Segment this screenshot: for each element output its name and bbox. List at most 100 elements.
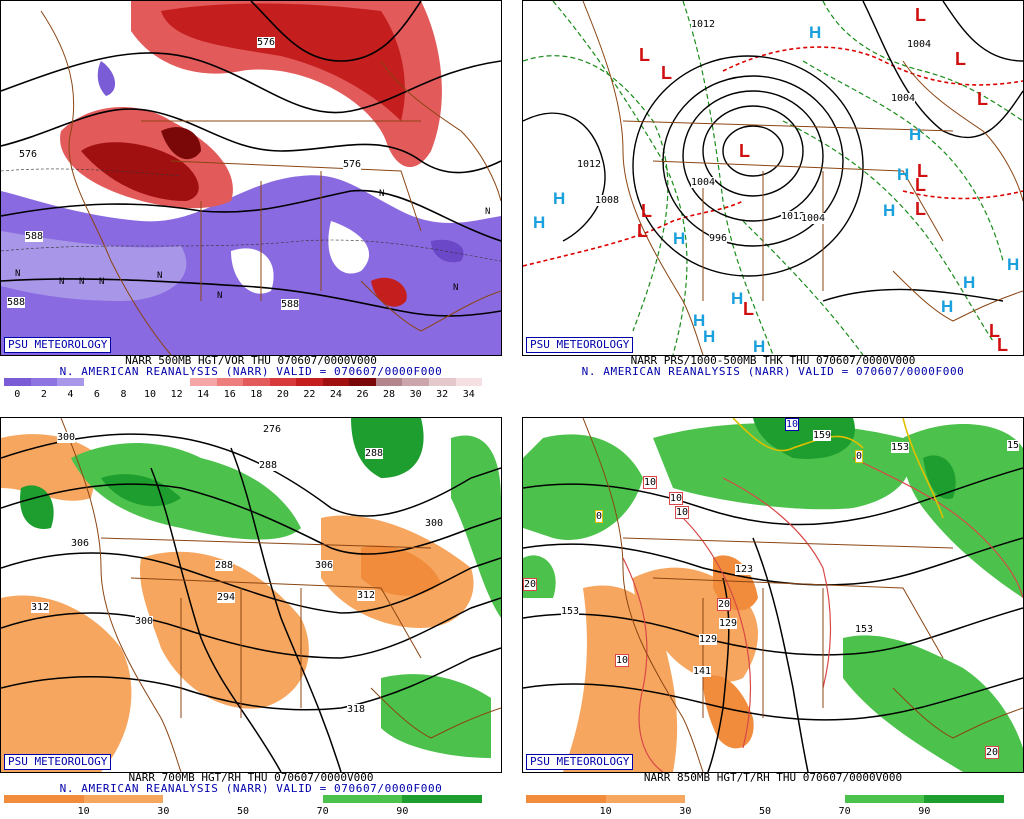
product-caption: NARR PRS/1000-500MB THK THU 070607/0000V…	[630, 354, 916, 367]
isobar-label: 1008	[595, 195, 620, 206]
product-caption: NARR 500MB HGT/VOR THU 070607/0000V000	[125, 354, 377, 367]
vort-min-symbol: N	[79, 277, 85, 287]
isobar-label: 1004	[891, 93, 916, 104]
vort-min-symbol: N	[99, 277, 105, 287]
scale-swatch	[243, 378, 270, 386]
scale-tick-label: 2	[40, 389, 47, 400]
height-label: 129	[699, 634, 718, 645]
high-pressure-marker: H	[731, 289, 744, 308]
scale-swatch	[322, 378, 350, 386]
scale-tick-label: 10	[599, 806, 612, 817]
scale-tick-label: 50	[236, 806, 250, 817]
scale-swatch	[83, 378, 111, 386]
scale-swatch	[402, 378, 429, 386]
scale-tick-label: 30	[157, 806, 170, 817]
scale-swatch	[455, 378, 483, 386]
scale-swatch	[605, 795, 686, 803]
high-pressure-marker: H	[753, 337, 766, 356]
scale-tick-label: 34	[462, 389, 475, 400]
height-label: 300	[425, 518, 444, 529]
vort-min-symbol: N	[217, 291, 223, 301]
panel-850mb-temp-rh: 153 153 123 129 129 141 153 159 10 15 10…	[522, 417, 1024, 819]
psu-meteorology-badge: PSU METEOROLOGY	[4, 754, 112, 770]
height-label: 306	[315, 560, 334, 571]
height-label: 312	[31, 602, 50, 613]
scale-swatch	[110, 378, 137, 386]
height-label: 153	[561, 606, 580, 617]
low-pressure-marker: L	[915, 199, 926, 219]
scale-tick-label: 12	[170, 389, 183, 400]
height-label: 159	[813, 430, 832, 441]
contour-label: 588	[281, 299, 300, 310]
height-label: 141	[693, 666, 712, 677]
contour-label: 588	[7, 297, 26, 308]
height-label: 288	[215, 560, 234, 571]
temperature-label: 20	[985, 746, 1000, 759]
high-pressure-marker: H	[941, 297, 954, 316]
map-pressure: 1012 1004 1012 1004 1008 996 1012 1004 1…	[522, 0, 1024, 356]
high-pressure-marker: H	[909, 125, 922, 144]
scale-swatch	[189, 378, 217, 386]
rh-scale-labels: 10 30 50 70 90	[526, 806, 1004, 817]
scale-swatch	[30, 378, 58, 386]
low-pressure-marker: L	[915, 175, 926, 195]
height-label: 306	[71, 538, 90, 549]
scale-tick-label: 14	[197, 389, 210, 400]
scale-tick-label: 30	[679, 806, 692, 817]
temperature-label: 20	[717, 598, 732, 611]
rh-color-scale	[526, 795, 1005, 803]
low-pressure-marker: L	[661, 63, 672, 83]
vort-min-symbol: N	[453, 283, 459, 293]
rh-color-scale	[4, 795, 483, 803]
scale-tick-label: 90	[918, 806, 931, 817]
scale-swatch	[163, 795, 244, 803]
temperature-label: 10	[669, 492, 684, 505]
scale-swatch	[163, 378, 190, 386]
psu-meteorology-badge: PSU METEOROLOGY	[526, 754, 634, 770]
scale-tick-label: 24	[329, 389, 342, 400]
scale-tick-label: 90	[396, 806, 409, 817]
vort-min-symbol: N	[485, 207, 491, 217]
psu-meteorology-badge: PSU METEOROLOGY	[4, 337, 112, 353]
low-pressure-marker: L	[637, 221, 648, 241]
scale-tick-label: 16	[223, 389, 236, 400]
high-pressure-marker: H	[673, 229, 686, 248]
panel-pressure-thickness: 1012 1004 1012 1004 1008 996 1012 1004 1…	[522, 0, 1024, 402]
map-500mb: 576 588 588 576 576 588 N N N N N N N N …	[0, 0, 502, 356]
scale-swatch	[429, 378, 456, 386]
scale-swatch	[216, 378, 244, 386]
contour-label: 588	[25, 231, 44, 242]
height-label: 318	[347, 704, 366, 715]
high-pressure-marker: H	[897, 165, 910, 184]
contour-label: 576	[19, 149, 38, 160]
scale-tick-label: 70	[316, 806, 329, 817]
high-pressure-marker: H	[553, 189, 566, 208]
scale-swatch	[685, 795, 766, 803]
high-pressure-marker: H	[883, 201, 896, 220]
temperature-label: 0	[855, 450, 864, 463]
height-label: 129	[719, 618, 738, 629]
scale-tick-label: 6	[93, 389, 100, 400]
scale-swatch	[765, 795, 845, 803]
low-pressure-marker: L	[639, 45, 650, 65]
isobar-label: 1012	[577, 159, 602, 170]
scale-tick-label: 50	[758, 806, 772, 817]
height-label: 276	[263, 424, 282, 435]
scale-swatch	[296, 378, 323, 386]
scale-swatch	[402, 795, 483, 803]
isobar-label: 1004	[691, 177, 716, 188]
height-label: 288	[259, 460, 278, 471]
scale-swatch	[136, 378, 164, 386]
scale-swatch	[375, 378, 403, 386]
high-pressure-marker: H	[963, 273, 976, 292]
vort-min-symbol: N	[59, 277, 65, 287]
high-pressure-marker: H	[533, 213, 546, 232]
low-pressure-marker: L	[641, 201, 652, 221]
height-label: 288	[365, 448, 384, 459]
low-pressure-marker: L	[997, 335, 1008, 355]
valid-time-caption: N. AMERICAN REANALYSIS (NARR) VALID = 07…	[59, 365, 443, 378]
scale-tick-label: 30	[409, 389, 422, 400]
product-caption: NARR 850MB HGT/T/RH THU 070607/0000V000	[643, 771, 903, 784]
temperature-label: 10	[675, 506, 690, 519]
height-label: 312	[357, 590, 376, 601]
